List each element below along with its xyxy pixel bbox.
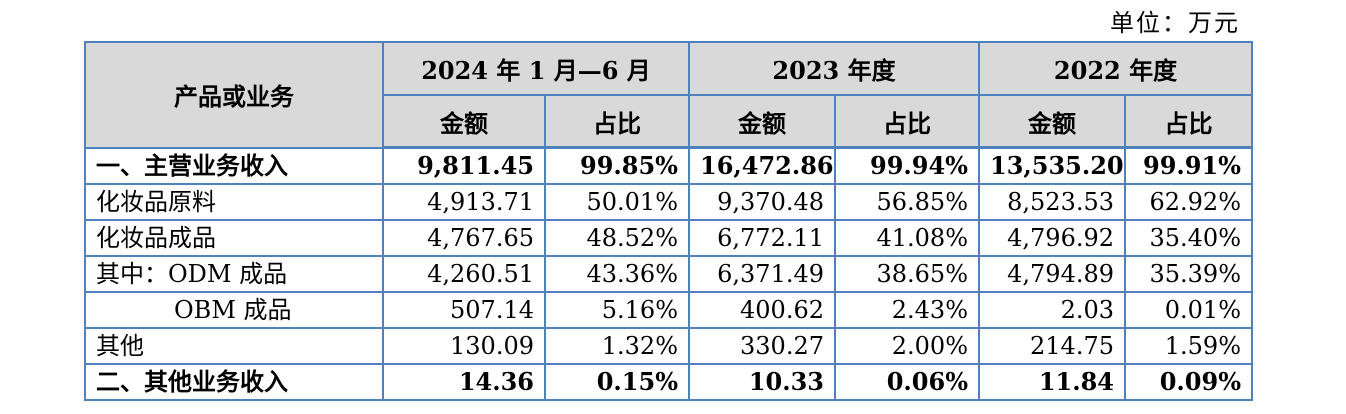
cell-ratio: 1.32% — [544, 327, 690, 365]
cell-ratio: 0.09% — [1124, 363, 1253, 401]
row-label: 其他 — [84, 327, 384, 365]
cell-amount: 4,767.65 — [382, 219, 546, 257]
cell-amount: 130.09 — [382, 327, 546, 365]
cell-ratio: 2.00% — [834, 327, 980, 365]
cell-ratio: 35.40% — [1124, 219, 1253, 257]
cell-amount: 11.84 — [978, 363, 1126, 401]
cell-ratio: 1.59% — [1124, 327, 1253, 365]
cell-ratio: 41.08% — [834, 219, 980, 257]
cell-ratio: 38.65% — [834, 255, 980, 293]
cell-amount: 4,794.89 — [978, 255, 1126, 293]
cell-ratio: 99.94% — [834, 146, 980, 185]
header-amount: 金额 — [978, 94, 1126, 149]
cell-amount: 9,811.45 — [382, 146, 546, 185]
header-row-metrics: 金额 占比 金额 占比 金额 占比 — [85, 94, 1253, 149]
cell-ratio: 0.06% — [834, 363, 980, 401]
cell-ratio: 0.15% — [544, 363, 690, 401]
cell-amount: 330.27 — [688, 327, 836, 365]
cell-ratio: 50.01% — [544, 183, 690, 221]
cell-ratio: 35.39% — [1124, 255, 1253, 293]
row-label: 二、其他业务收入 — [84, 363, 384, 401]
cell-amount: 4,796.92 — [978, 219, 1126, 257]
cell-amount: 400.62 — [688, 291, 836, 329]
header-period-2022: 2022 年度 — [978, 41, 1253, 96]
cell-amount: 4,913.71 — [382, 183, 546, 221]
header-product: 产品或业务 — [84, 41, 384, 149]
row-label: 一、主营业务收入 — [84, 146, 384, 185]
table-row-other-business: 二、其他业务收入 14.36 0.15% 10.33 0.06% 11.84 0… — [84, 363, 1253, 401]
header-amount: 金额 — [688, 94, 836, 149]
cell-ratio: 99.91% — [1124, 146, 1253, 185]
unit-label: 单位：万元 — [1110, 9, 1240, 37]
cell-amount: 10.33 — [688, 363, 836, 401]
table-row-cosmetic-products: 化妆品成品 4,767.65 48.52% 6,772.11 41.08% 4,… — [84, 219, 1253, 257]
row-label: 化妆品成品 — [84, 219, 384, 257]
row-label: 其中：ODM 成品 — [84, 255, 384, 293]
cell-ratio: 62.92% — [1124, 183, 1253, 221]
header-ratio: 占比 — [834, 94, 980, 149]
cell-amount: 8,523.53 — [978, 183, 1126, 221]
cell-ratio: 5.16% — [544, 291, 690, 329]
cell-amount: 9,370.48 — [688, 183, 836, 221]
cell-amount: 4,260.51 — [382, 255, 546, 293]
cell-amount: 214.75 — [978, 327, 1126, 365]
row-label: OBM 成品 — [84, 291, 384, 329]
cell-ratio: 56.85% — [834, 183, 980, 221]
header-amount: 金额 — [382, 94, 546, 149]
cell-amount: 14.36 — [382, 363, 546, 401]
table-row-main-business: 一、主营业务收入 9,811.45 99.85% 16,472.86 99.94… — [84, 146, 1253, 185]
revenue-table: 产品或业务 2024 年 1 月—6 月 2023 年度 2022 年度 金额 … — [84, 41, 1253, 401]
cell-amount: 6,371.49 — [688, 255, 836, 293]
cell-ratio: 99.85% — [544, 146, 690, 185]
table-row-obm: OBM 成品 507.14 5.16% 400.62 2.43% 2.03 0.… — [84, 291, 1253, 329]
header-row-periods: 产品或业务 2024 年 1 月—6 月 2023 年度 2022 年度 — [84, 41, 1253, 149]
cell-amount: 13,535.20 — [978, 146, 1126, 185]
table-row-other: 其他 130.09 1.32% 330.27 2.00% 214.75 1.59… — [84, 327, 1253, 365]
cell-amount: 2.03 — [978, 291, 1126, 329]
header-period-2024h1: 2024 年 1 月—6 月 — [382, 41, 690, 96]
cell-amount: 6,772.11 — [688, 219, 836, 257]
header-ratio: 占比 — [544, 94, 690, 149]
header-ratio: 占比 — [1124, 94, 1253, 149]
table-row-cosmetic-materials: 化妆品原料 4,913.71 50.01% 9,370.48 56.85% 8,… — [84, 183, 1253, 221]
cell-ratio: 43.36% — [544, 255, 690, 293]
header-period-2023: 2023 年度 — [688, 41, 980, 96]
cell-ratio: 0.01% — [1124, 291, 1253, 329]
row-label: 化妆品原料 — [84, 183, 384, 221]
cell-ratio: 2.43% — [834, 291, 980, 329]
cell-ratio: 48.52% — [544, 219, 690, 257]
cell-amount: 16,472.86 — [688, 146, 836, 185]
table-row-odm: 其中：ODM 成品 4,260.51 43.36% 6,371.49 38.65… — [84, 255, 1253, 293]
cell-amount: 507.14 — [382, 291, 546, 329]
